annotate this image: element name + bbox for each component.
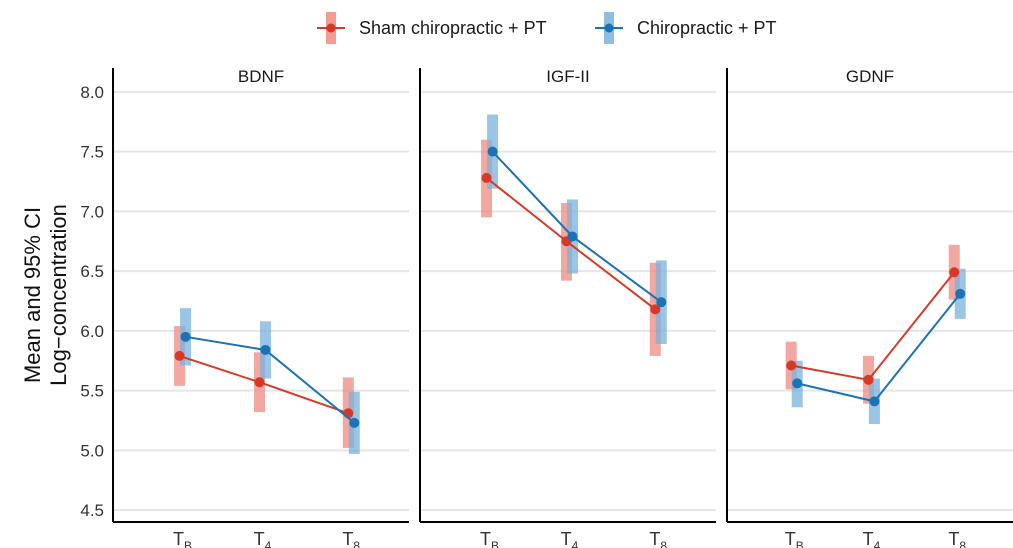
data-point: [949, 267, 960, 278]
legend: Sham chiropractic + PT Chiropractic + PT: [317, 12, 777, 44]
x-tick-subscript: 4: [874, 539, 881, 548]
x-tick-subscript: 8: [660, 539, 667, 548]
x-tick-label: TB: [785, 529, 804, 548]
data-point: [955, 288, 966, 299]
data-point: [180, 331, 191, 342]
y-tick-label: 7.5: [80, 143, 104, 162]
series-line: [485, 177, 656, 311]
x-tick-subscript: 4: [572, 539, 579, 548]
panel-title: GDNF: [846, 67, 894, 86]
data-point: [260, 344, 271, 355]
x-tick-subscript: 4: [265, 539, 272, 548]
y-tick-label: 6.0: [80, 322, 104, 341]
x-tick-subscript: 8: [959, 539, 966, 548]
data-point: [650, 304, 661, 315]
data-point: [567, 231, 578, 242]
data-point: [349, 417, 360, 428]
x-tick-label: T8: [948, 529, 966, 548]
x-tick-label: T4: [863, 529, 881, 548]
y-tick-label: 8.0: [80, 83, 104, 102]
x-tick-subscript: B: [491, 539, 499, 548]
panel-title: BDNF: [238, 67, 284, 86]
y-axis-title-line-2: Log−concentration: [46, 204, 71, 386]
x-tick-label: T8: [649, 529, 667, 548]
x-tick-subscript: B: [796, 539, 804, 548]
x-tick-subscript: B: [184, 539, 192, 548]
data-point: [792, 378, 803, 389]
y-tick-label: 6.5: [80, 262, 104, 281]
legend-item-1: Sham chiropractic + PT: [317, 12, 547, 44]
y-tick-label: 5.5: [80, 382, 104, 401]
legend-point-swatch: [326, 23, 336, 33]
panel-3: GDNF TB T4 T8: [726, 67, 1013, 548]
data-point: [786, 360, 797, 371]
y-tick-label: 4.5: [80, 501, 104, 520]
y-axis-title: Mean and 95% CI Log−concentration: [20, 204, 71, 386]
panel-1: BDNF TB T4 T8: [112, 67, 409, 548]
panel-2: IGF-II TB T4 T8: [419, 67, 716, 548]
legend-label: Chiropractic + PT: [637, 18, 777, 38]
data-point: [174, 350, 185, 361]
legend-point-swatch: [604, 23, 614, 33]
data-point: [869, 396, 880, 407]
chart-panels: BDNF TB T4 T8 IGF-II TB T4 T8 GDNF TB T4 T8: [112, 67, 1013, 548]
y-tick-label: 5.0: [80, 441, 104, 460]
data-point: [863, 374, 874, 385]
x-tick-label: TB: [173, 529, 192, 548]
x-tick-label: T8: [342, 529, 360, 548]
x-tick-label: T4: [561, 529, 579, 548]
panel-title: IGF-II: [546, 67, 589, 86]
data-point: [254, 377, 265, 388]
legend-label: Sham chiropractic + PT: [359, 18, 547, 38]
y-tick-label: 7.0: [80, 202, 104, 221]
y-axis-title-line-1: Mean and 95% CI: [20, 207, 45, 383]
x-tick-label: TB: [480, 529, 499, 548]
x-tick-label: T4: [254, 529, 272, 548]
data-point: [487, 146, 498, 157]
legend-item-2: Chiropractic + PT: [595, 12, 777, 44]
x-tick-subscript: 8: [353, 539, 360, 548]
y-axis: 4.5 5.0 5.5 6.0 6.5 7.0 7.5 8.0: [80, 83, 104, 520]
data-point: [656, 297, 667, 308]
data-point: [481, 172, 492, 183]
